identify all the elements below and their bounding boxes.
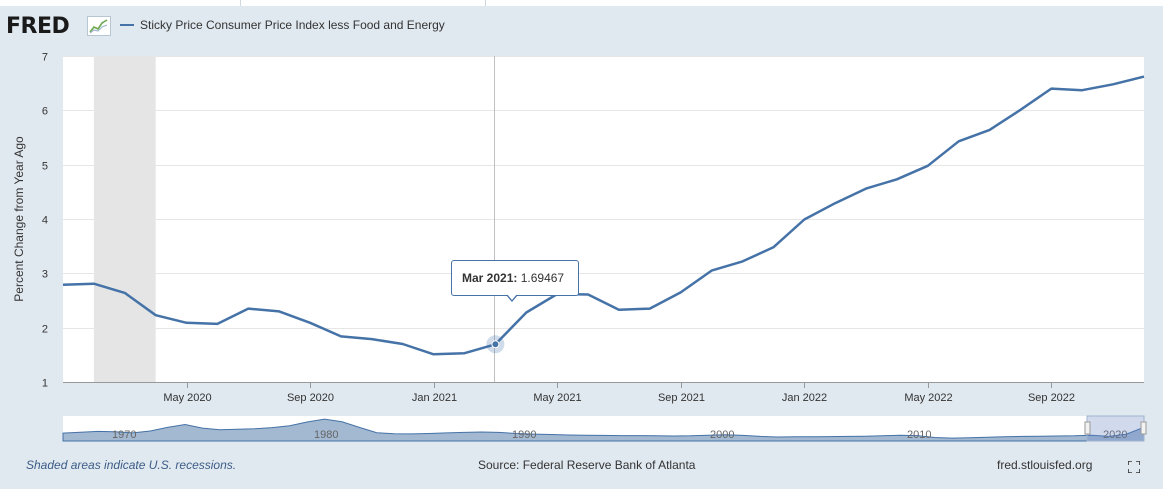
navigator-tick-label: 1990 [512, 429, 536, 441]
tooltip-value: 1.69467 [520, 271, 565, 285]
recession-note: Shaded areas indicate U.S. recessions. [26, 458, 237, 472]
y-tick-label: 1 [42, 378, 48, 390]
chart-legend: Sticky Price Consumer Price Index less F… [120, 18, 445, 32]
navigator-selection [1086, 415, 1145, 442]
legend-series-label: Sticky Price Consumer Price Index less F… [140, 18, 445, 32]
x-tick-label: Sep 2020 [287, 392, 334, 404]
tooltip-date: Mar 2021: [462, 271, 518, 285]
x-tick-label: May 2020 [163, 392, 211, 404]
x-tick-label: Jan 2021 [412, 392, 457, 404]
navigator-area [62, 418, 1145, 442]
top-divider [240, 0, 241, 6]
series-line [62, 75, 1145, 356]
top-strip [0, 0, 1163, 6]
x-tick-label: May 2021 [533, 392, 581, 404]
x-tick-label: May 2022 [904, 392, 952, 404]
y-tick-label: 3 [42, 269, 48, 281]
y-tick-label: 7 [42, 52, 48, 64]
navigator-tick-label: 2000 [710, 429, 734, 441]
y-tick-label: 2 [42, 324, 48, 336]
hover-point [491, 340, 500, 349]
x-tick-label: Sep 2021 [658, 392, 705, 404]
navigator-tick-label: 1970 [112, 429, 136, 441]
data-tooltip: Mar 2021: 1.69467 [451, 260, 579, 296]
navigator-handle[interactable] [1140, 421, 1147, 435]
fred-logo[interactable]: FRED [6, 14, 70, 39]
source-text: Source: Federal Reserve Bank of Atlanta [478, 458, 696, 472]
y-tick-label: 6 [42, 106, 48, 118]
y-axis-label: Percent Change from Year Ago [12, 136, 26, 302]
navigator-tick-label: 2020 [1103, 429, 1127, 441]
fullscreen-icon[interactable] [1127, 460, 1141, 474]
legend-swatch [120, 24, 134, 26]
tooltip-pointer-inner [507, 294, 517, 300]
navigator-tick-label: 2010 [907, 429, 931, 441]
y-tick-label: 4 [42, 215, 48, 227]
y-tick-label: 5 [42, 161, 48, 173]
navigator-tick-label: 1980 [314, 429, 338, 441]
x-tick-label: Sep 2022 [1028, 392, 1075, 404]
chart-line-icon [87, 16, 111, 36]
x-tick-label: Jan 2022 [782, 392, 827, 404]
top-divider [485, 0, 486, 6]
navigator-handle[interactable] [1084, 421, 1091, 435]
site-link[interactable]: fred.stlouisfed.org [997, 458, 1093, 472]
